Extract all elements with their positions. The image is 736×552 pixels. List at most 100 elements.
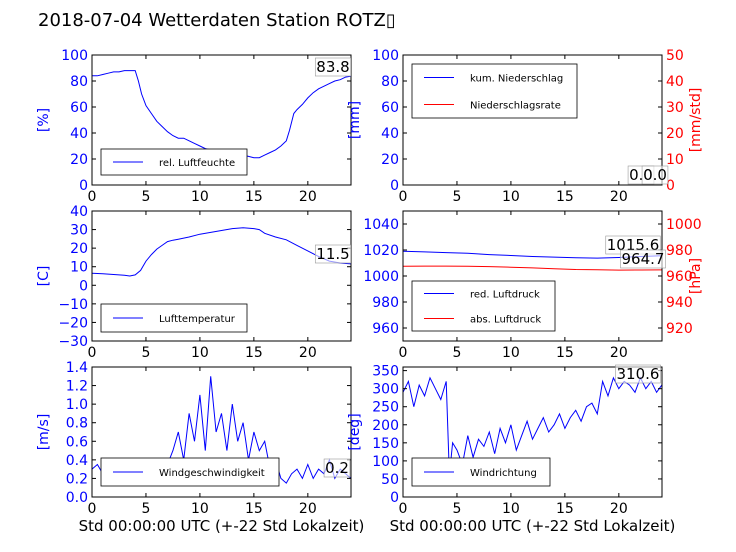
legend-label: Lufttemperatur: [159, 314, 236, 325]
y-tick-label: 60: [381, 100, 399, 116]
y-tick-label: 300: [372, 382, 399, 398]
y-right-tick-label: 0: [666, 178, 675, 194]
y-tick-label: −20: [58, 315, 88, 331]
legend-label: Windgeschwindigkeit: [159, 468, 265, 479]
y-tick-label: 1000: [363, 269, 399, 285]
y-tick-label: 0.2: [66, 471, 88, 487]
y-right-tick-label: 1000: [666, 217, 702, 233]
y-tick-label: 960: [372, 321, 399, 337]
y-tick-label: −10: [58, 297, 88, 313]
legend-label: Windrichtung: [470, 468, 537, 479]
y-tick-label: 40: [70, 204, 88, 220]
y-right-axis-label: [hPa]: [688, 258, 704, 294]
y-tick-label: 0: [390, 490, 399, 506]
x-tick-label: 10: [191, 345, 209, 361]
y-axis-label: [m/s]: [36, 414, 52, 451]
x-tick-label: 15: [245, 345, 263, 361]
y-tick-label: 30: [70, 223, 88, 239]
y-tick-label: 80: [70, 74, 88, 90]
last-value-annotation: 0.2: [325, 459, 349, 477]
legend-humidity: rel. Luftfeuchte: [100, 148, 248, 176]
last-value-annotation: 0.0: [643, 166, 667, 184]
legend-temperature: Lufttemperatur: [100, 303, 248, 333]
y-right-tick-label: 50: [666, 48, 684, 64]
x-tick-label: 20: [299, 501, 317, 517]
series-line-temperature-0: [91, 227, 352, 277]
plot-frame: [91, 366, 352, 498]
series-line-humidity-0: [92, 70, 352, 159]
y-tick-label: 980: [372, 295, 399, 311]
y-tick-label: 1.4: [66, 360, 88, 376]
legend-box: [411, 63, 578, 119]
panel-windspeed: 0 5 10 15 20 0.0 0.2 0.4 0.6 0.8 1.0 1.2 1.4 [m/s] Std…: [36, 360, 364, 535]
series-line-pressure-1: [402, 265, 663, 271]
y-tick-label: 0.4: [66, 453, 88, 469]
x-tick-label: 20: [610, 501, 628, 517]
x-tick-label: 20: [610, 345, 628, 361]
legend-label: abs. Luftdruck: [470, 315, 541, 326]
panel-humidity: 0 5 10 15 20 0 20 40 60 80 100 [%] rel. Luftfeuchte 8…: [36, 48, 352, 205]
y-tick-label: 100: [61, 48, 88, 64]
annotation-box: [323, 458, 351, 478]
legend-box: [411, 280, 556, 332]
y-right-tick-label: 30: [666, 100, 684, 116]
panel-precipitation: 0 5 10 15 20 0 20 40 60 80 100 0 10 20 30 40 50 [mm/std] […: [347, 48, 704, 205]
x-tick-label: 5: [452, 189, 461, 205]
y-right-tick-label: 960: [666, 269, 693, 285]
y-axis-label: [C]: [36, 266, 52, 287]
y-tick-label: 100: [372, 454, 399, 470]
x-tick-label: 5: [141, 345, 150, 361]
x-axis-label: Std 00:00:00 UTC (+-22 Std Lokalzeit): [390, 517, 676, 535]
series-line-pressure-0: [402, 250, 663, 259]
x-tick-label: 15: [556, 345, 574, 361]
y-right-tick-label: 940: [666, 295, 693, 311]
last-value-annotation: 964.7: [622, 250, 665, 268]
x-tick-label: 0: [399, 189, 408, 205]
y-tick-label: 350: [372, 364, 399, 380]
x-tick-label: 5: [452, 501, 461, 517]
y-right-tick-label: 920: [666, 321, 693, 337]
x-tick-label: 10: [191, 189, 209, 205]
annotation-box: [615, 364, 661, 384]
legend-label: Niederschlagsrate: [470, 101, 561, 112]
panel-pressure: 0 5 10 15 20 960 980 1000 1020 1040 920 940 960 980 10…: [363, 210, 704, 361]
y-tick-label: 40: [70, 126, 88, 142]
plot-frame: [91, 54, 352, 186]
y-tick-label: 40: [381, 126, 399, 142]
y-tick-label: 0.8: [66, 416, 88, 432]
y-tick-label: 50: [381, 472, 399, 488]
y-right-axis-label: [mm/std]: [688, 88, 704, 153]
y-tick-label: 1040: [363, 217, 399, 233]
x-tick-label: 20: [299, 189, 317, 205]
x-tick-label: 20: [610, 189, 628, 205]
x-tick-label: 15: [556, 501, 574, 517]
annotation-box: [620, 249, 666, 269]
legend-label: rel. Luftfeuchte: [159, 158, 235, 169]
x-tick-label: 5: [141, 189, 150, 205]
y-tick-label: 150: [372, 436, 399, 452]
legend-label: kum. Niederschlag: [470, 74, 563, 85]
y-tick-label: 1.2: [66, 379, 88, 395]
legend-precipitation: kum. Niederschlag Niederschlagsrate: [411, 63, 578, 119]
y-tick-label: 0: [79, 278, 88, 294]
y-tick-label: 20: [70, 152, 88, 168]
x-tick-label: 0: [399, 345, 408, 361]
y-tick-label: 0.0: [66, 490, 88, 506]
y-tick-label: 0: [79, 178, 88, 194]
x-tick-label: 5: [141, 501, 150, 517]
y-tick-label: 20: [70, 241, 88, 257]
y-tick-label: 20: [381, 152, 399, 168]
y-tick-label: 1.0: [66, 397, 88, 413]
last-value-annotation: 1015.6: [607, 236, 660, 254]
last-value-annotation: 83.8: [316, 58, 349, 76]
y-right-tick-label: 40: [666, 74, 684, 90]
legend-label: red. Luftdruck: [470, 290, 540, 301]
x-tick-label: 15: [245, 189, 263, 205]
y-axis-label: [%]: [36, 108, 52, 132]
y-tick-label: −30: [58, 334, 88, 350]
y-tick-label: 1020: [363, 243, 399, 259]
annotation-box: [641, 165, 669, 185]
y-tick-label: 0: [390, 178, 399, 194]
